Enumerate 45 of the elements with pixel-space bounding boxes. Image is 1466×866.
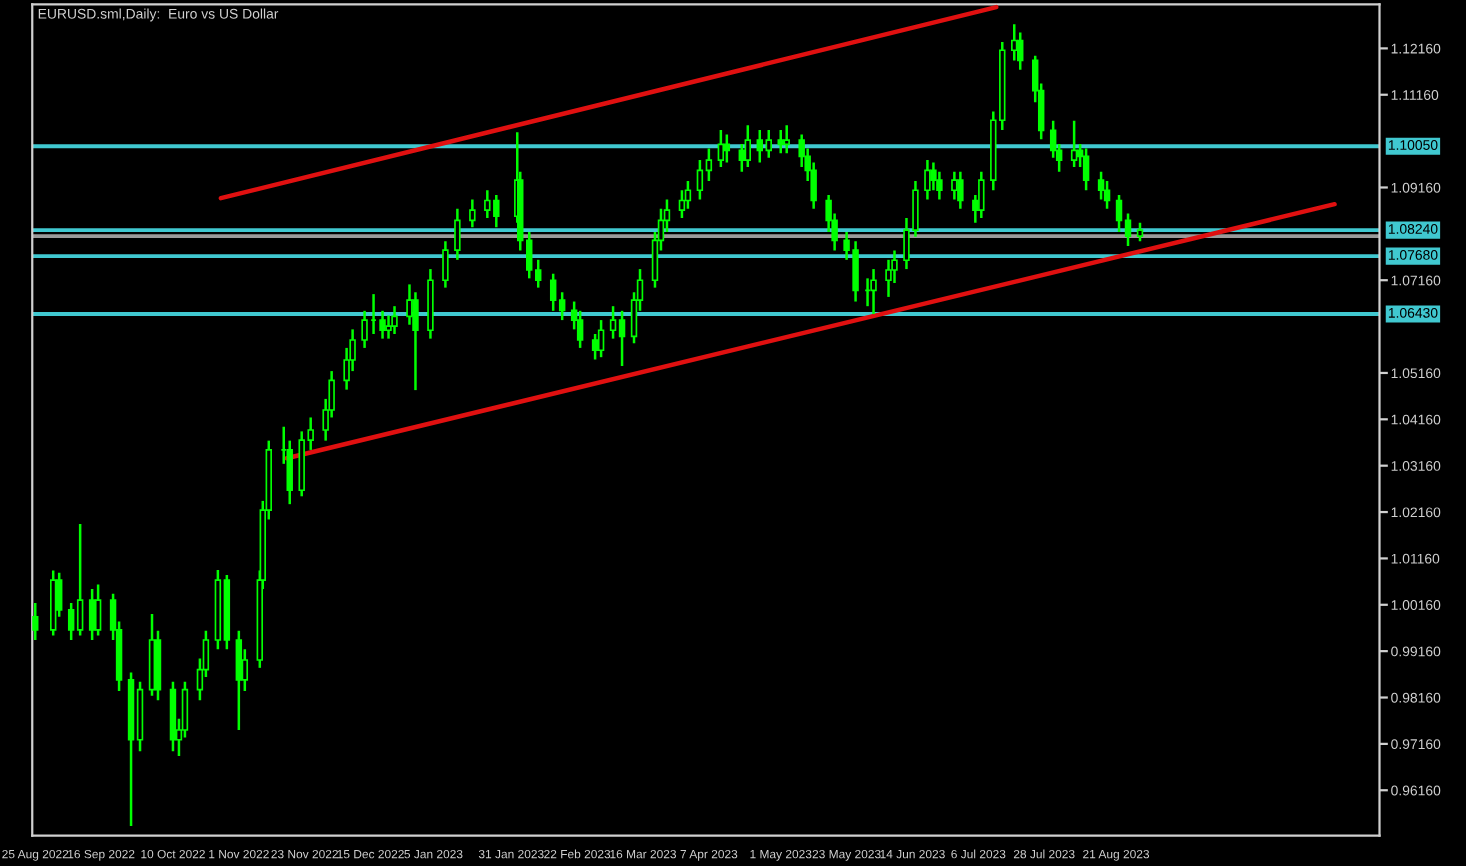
candlestick [930, 161, 937, 192]
candlestick [744, 124, 752, 169]
candlestick [936, 170, 943, 201]
candlestick [385, 314, 392, 340]
candlestick [1070, 119, 1078, 169]
candlestick [696, 158, 704, 201]
candlestick [76, 522, 84, 637]
candlestick [1115, 193, 1123, 234]
candlestick [591, 332, 599, 361]
candlestick [549, 272, 557, 313]
candlestick [870, 267, 877, 316]
candlestick [412, 291, 419, 392]
candlestick [1136, 221, 1144, 243]
candlestick [361, 309, 368, 350]
candlestick [705, 147, 713, 183]
candlestick [391, 304, 398, 336]
candlestick [609, 304, 617, 340]
candlestick [777, 128, 784, 155]
candlestick [94, 583, 102, 637]
candlestick [885, 258, 892, 299]
candlestick [717, 128, 725, 169]
candlestick [678, 189, 686, 220]
candlestick [442, 240, 449, 289]
candlestick [1011, 23, 1018, 62]
candlestick [783, 124, 790, 155]
candlestick [978, 170, 985, 220]
candlestick [88, 587, 96, 642]
candlestick [924, 158, 931, 201]
candlestick [1103, 179, 1111, 211]
candlestick [67, 601, 75, 642]
candlestick [235, 629, 243, 732]
candlestick [684, 179, 692, 211]
candlestick [1017, 31, 1024, 71]
candlestick [957, 170, 964, 211]
candlestick [379, 309, 386, 340]
candlestick [765, 128, 772, 160]
candlestick [597, 318, 605, 359]
candlestick [1082, 147, 1090, 192]
candlestick [469, 198, 476, 229]
candlestick [454, 207, 461, 262]
candlestick [576, 309, 584, 350]
candlestick [1097, 170, 1105, 201]
candlestick [951, 170, 958, 201]
candlestick [618, 309, 626, 368]
candlestick [738, 142, 746, 173]
